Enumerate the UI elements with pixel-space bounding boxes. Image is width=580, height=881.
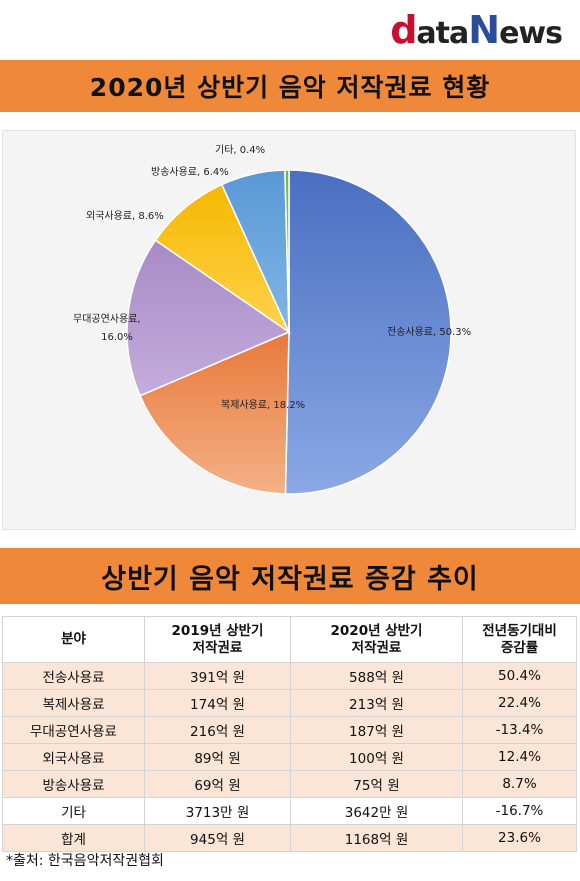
- header-2019: 2019년 상반기 저작권료: [144, 616, 291, 663]
- chart-title-banner: 2020년 상반기 음악 저작권료 현황: [0, 60, 580, 112]
- cell-2019: 216억 원: [144, 716, 291, 744]
- cell-2019: 89억 원: [144, 743, 291, 771]
- cell-change: 23.6%: [462, 824, 577, 852]
- cell-2020: 75억 원: [290, 770, 463, 798]
- table-title: 상반기 음악 저작권료 증감 추이: [101, 563, 479, 595]
- header-change: 전년동기대비 증감률: [462, 616, 577, 663]
- table-row: 전송사용료 391억 원 588억 원 50.4%: [2, 662, 577, 690]
- table-row-total: 합계 945억 원 1168억 원 23.6%: [2, 824, 577, 852]
- cell-field: 합계: [2, 824, 145, 852]
- cell-2019: 174억 원: [144, 689, 291, 717]
- pie-slice-1: [284, 169, 452, 495]
- table-row: 무대공연사용료 216억 원 187억 원 -13.4%: [2, 716, 577, 744]
- pie-slice-label-6: 기타, 0.4%: [215, 144, 265, 156]
- cell-2020: 3642만 원: [290, 797, 463, 825]
- table-title-banner: 상반기 음악 저작권료 증감 추이: [0, 548, 580, 604]
- pie-chart: 전송사용료, 50.3% 복제사용료, 18.2% 무대공연사용료, 16.0% 외국사…: [73, 144, 471, 495]
- table-header-row: 분야 2019년 상반기 저작권료 2020년 상반기 저작권료 전년동기대비 증감률: [2, 616, 577, 663]
- cell-change: 12.4%: [462, 743, 577, 771]
- cell-change: 50.4%: [462, 662, 577, 690]
- table-row: 복제사용료 174억 원 213억 원 22.4%: [2, 689, 577, 717]
- cell-2020: 100억 원: [290, 743, 463, 771]
- pie-slice-label-1: 전송사용료, 50.3%: [387, 326, 471, 338]
- logo-letter-n: N: [468, 8, 500, 52]
- pie-slice-4: [154, 183, 291, 335]
- pie-slice-label-4: 외국사용료, 8.6%: [86, 210, 164, 222]
- pie-slice-label-2: 복제사용료, 18.2%: [221, 399, 305, 411]
- pie-slice-label-3: 무대공연사용료,: [73, 313, 141, 325]
- cell-change: -13.4%: [462, 716, 577, 744]
- cell-field: 외국사용료: [2, 743, 145, 771]
- cell-2019: 69억 원: [144, 770, 291, 798]
- cell-2019: 3713만 원: [144, 797, 291, 825]
- cell-2020: 1168억 원: [290, 824, 463, 852]
- pie-slice-3: [126, 239, 291, 397]
- source-note: *출처: 한국음악저작권협회: [6, 853, 164, 869]
- cell-change: 22.4%: [462, 689, 577, 717]
- table-row: 기타 3713만 원 3642만 원 -16.7%: [2, 797, 577, 825]
- header-field: 분야: [2, 616, 145, 663]
- logo-letters-ata: ata: [416, 16, 469, 51]
- pie-slice-2: [139, 330, 290, 495]
- cell-field: 복제사용료: [2, 689, 145, 717]
- cell-2020: 187억 원: [290, 716, 463, 744]
- chart-title: 2020년 상반기 음악 저작권료 현황: [89, 73, 491, 102]
- cell-change: -16.7%: [462, 797, 577, 825]
- cell-field: 무대공연사용료: [2, 716, 145, 744]
- cell-2020: 588억 원: [290, 662, 463, 690]
- pie-slice-6: [284, 169, 290, 333]
- cell-field: 방송사용료: [2, 770, 145, 798]
- logo-letters-ews: ews: [499, 16, 563, 51]
- royalty-table: 분야 2019년 상반기 저작권료 2020년 상반기 저작권료 전년동기대비 증감률…: [2, 616, 577, 852]
- cell-field: 전송사용료: [2, 662, 145, 690]
- cell-2020: 213억 원: [290, 689, 463, 717]
- cell-2019: 391억 원: [144, 662, 291, 690]
- header-2020: 2020년 상반기 저작권료: [290, 616, 463, 663]
- pie-chart-panel: 전송사용료, 50.3% 복제사용료, 18.2% 무대공연사용료, 16.0% 외국사…: [2, 130, 576, 530]
- cell-2019: 945억 원: [144, 824, 291, 852]
- logo-letter-d: d: [390, 8, 417, 52]
- pie-slice-label-3-line2: 16.0%: [101, 332, 133, 343]
- datanews-logo: dataNews: [390, 8, 563, 52]
- pie-slice-label-5: 방송사용료, 6.4%: [151, 166, 229, 178]
- table-row: 외국사용료 89억 원 100억 원 12.4%: [2, 743, 577, 771]
- cell-field: 기타: [2, 797, 145, 825]
- table-row: 방송사용료 69억 원 75억 원 8.7%: [2, 770, 577, 798]
- cell-change: 8.7%: [462, 770, 577, 798]
